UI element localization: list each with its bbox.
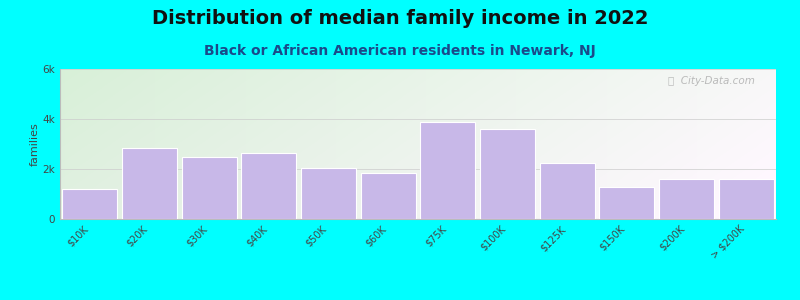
Bar <box>420 122 475 219</box>
Text: Distribution of median family income in 2022: Distribution of median family income in … <box>152 9 648 28</box>
Bar <box>540 163 594 219</box>
Text: Black or African American residents in Newark, NJ: Black or African American residents in N… <box>204 44 596 58</box>
Text: ⓘ  City-Data.com: ⓘ City-Data.com <box>668 76 754 86</box>
Bar <box>480 129 535 219</box>
Bar <box>659 179 714 219</box>
Bar <box>62 189 118 219</box>
Bar <box>599 187 654 219</box>
Bar <box>122 148 177 219</box>
Bar <box>361 173 416 219</box>
Bar <box>242 153 296 219</box>
Bar <box>301 168 356 219</box>
Bar <box>718 179 774 219</box>
Y-axis label: families: families <box>30 122 40 166</box>
Bar <box>182 157 237 219</box>
